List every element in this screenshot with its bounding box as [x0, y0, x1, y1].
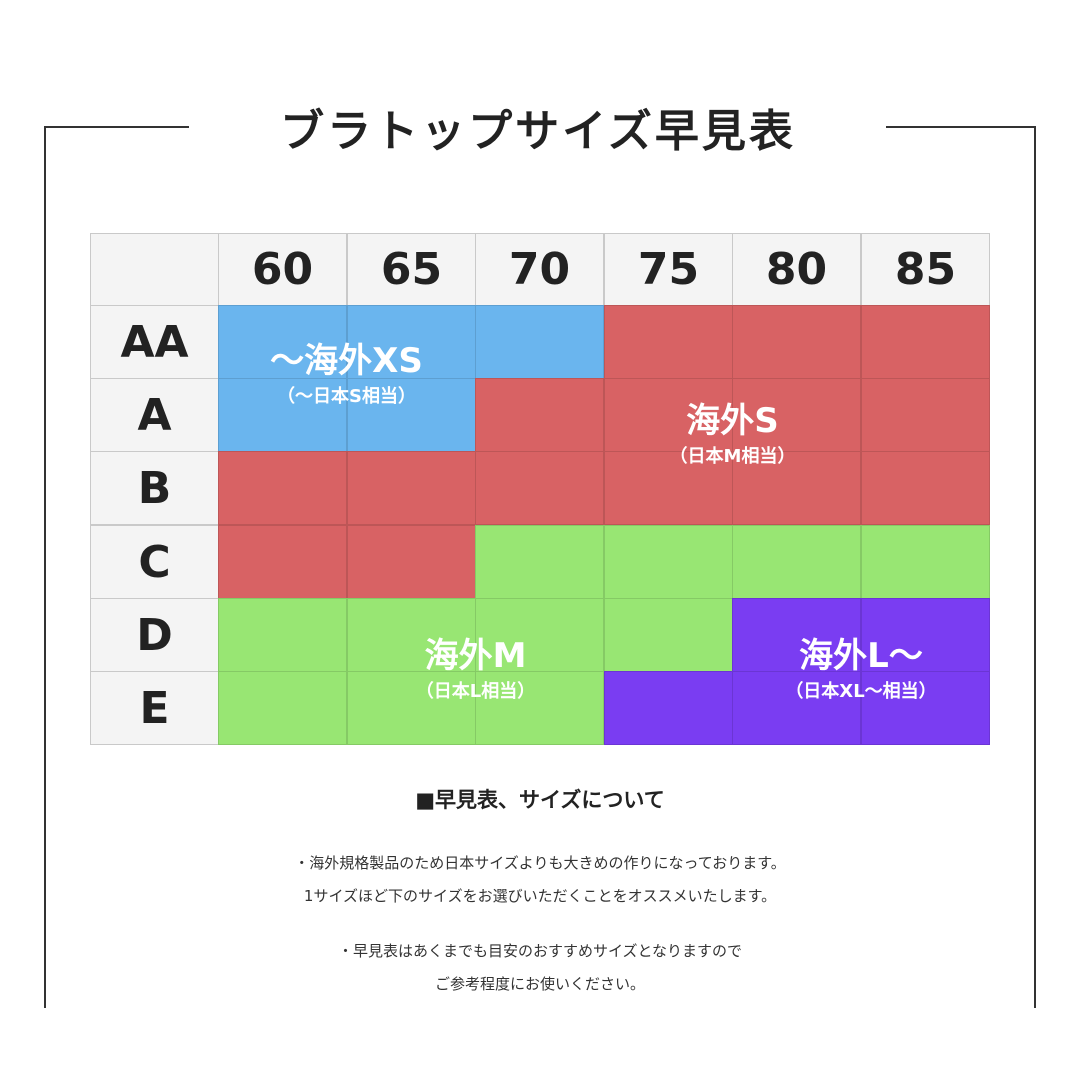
size-cell [604, 525, 733, 599]
region-m-label: 海外M [424, 636, 527, 676]
size-cell [732, 451, 861, 525]
size-cell [475, 598, 604, 672]
size-cell [218, 525, 347, 599]
frame-top-left-border [44, 126, 189, 128]
column-header: 70 [475, 233, 604, 306]
column-header: 80 [732, 233, 861, 306]
size-cell [604, 671, 733, 745]
size-cell [347, 525, 476, 599]
size-cell [861, 378, 990, 452]
region-m-sub: （日本L相当） [415, 681, 536, 702]
size-cell [861, 598, 990, 672]
size-cell [475, 378, 604, 452]
region-s-sub: （日本M相当） [669, 446, 796, 467]
region-label-m: 海外M （日本L相当） [347, 636, 604, 704]
size-cell [218, 598, 347, 672]
size-cell [218, 451, 347, 525]
size-cell [732, 598, 861, 672]
page-title: ブラトップサイズ早見表 [280, 106, 796, 157]
size-cell [475, 305, 604, 379]
region-xs-label: ～海外XS [270, 341, 423, 381]
region-xs-sub: （～日本S相当） [277, 386, 416, 407]
row-header: E [90, 671, 219, 745]
frame-left-border [44, 126, 46, 1008]
size-cell [347, 305, 476, 379]
frame-top-right-border [886, 126, 1036, 128]
size-cell [861, 525, 990, 599]
size-chart-grid: 60 65 70 75 80 85 AA A B C D E ～海外XS （～日… [90, 233, 990, 745]
column-header: 65 [347, 233, 476, 306]
note-line: ・海外規格製品のため日本サイズよりも大きめの作りになっております。 [294, 854, 786, 872]
region-l-label: 海外L～ [799, 636, 923, 676]
size-cell [475, 451, 604, 525]
notes-heading: ■早見表、サイズについて [415, 788, 665, 812]
size-cell [347, 671, 476, 745]
note-line: ご参考程度にお使いください。 [434, 975, 645, 993]
size-cell [861, 671, 990, 745]
size-cell [604, 305, 733, 379]
size-cell [861, 451, 990, 525]
column-header: 60 [218, 233, 347, 306]
region-l-sub: （日本XL～相当） [785, 681, 937, 702]
region-label-xs: ～海外XS （～日本S相当） [218, 341, 475, 409]
row-header: AA [90, 305, 219, 379]
corner-cell [90, 233, 219, 306]
column-header: 85 [861, 233, 990, 306]
note-line: 1サイズほど下のサイズをお選びいただくことをオススメいたします。 [303, 887, 777, 905]
note-line: ・早見表はあくまでも目安のおすすめサイズとなりますので [337, 942, 743, 960]
size-cell [732, 305, 861, 379]
size-cell [475, 671, 604, 745]
size-cell [861, 305, 990, 379]
size-cell [732, 671, 861, 745]
size-cell [732, 378, 861, 452]
size-cell [218, 305, 347, 379]
size-cell [347, 451, 476, 525]
size-cell [604, 451, 733, 525]
frame-right-border [1034, 126, 1036, 1008]
size-cell [732, 525, 861, 599]
size-cell [604, 598, 733, 672]
region-label-s: 海外S （日本M相当） [604, 401, 861, 469]
row-header: C [90, 525, 219, 599]
row-header: B [90, 451, 219, 525]
region-label-l: 海外L～ （日本XL～相当） [732, 636, 990, 704]
size-cell [347, 598, 476, 672]
row-header: A [90, 378, 219, 452]
region-s-label: 海外S [686, 401, 779, 441]
size-cell [347, 378, 476, 452]
row-header: D [90, 598, 219, 672]
size-cell [604, 378, 733, 452]
size-cell [218, 671, 347, 745]
size-cell [475, 525, 604, 599]
column-header: 75 [604, 233, 733, 306]
